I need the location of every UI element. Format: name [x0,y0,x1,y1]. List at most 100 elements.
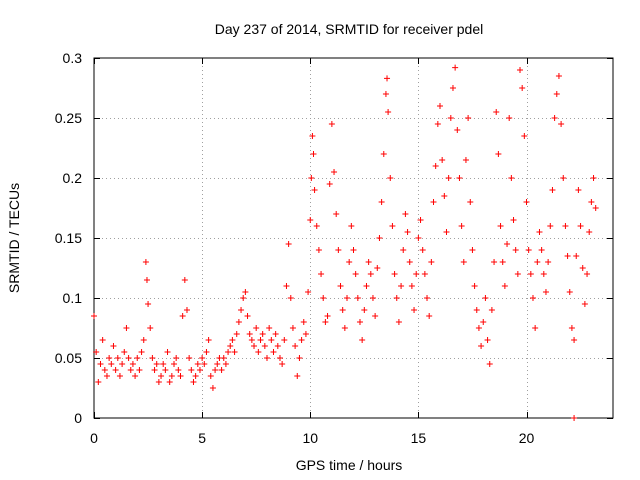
data-point [408,283,415,289]
data-point [367,271,374,277]
data-point [183,307,190,313]
data-point [264,355,270,361]
data-point [443,229,450,235]
data-point [101,367,108,373]
data-point [579,265,586,271]
data-point [300,319,307,325]
data-points [91,64,599,421]
data-point [382,91,389,97]
data-point [127,367,134,373]
data-point [142,259,149,265]
data-point [495,151,502,157]
data-point [389,223,396,229]
data-point [571,415,578,421]
data-point [188,367,195,373]
data-point [302,331,309,337]
data-point [348,223,355,229]
data-point [473,307,480,313]
data-point [266,325,273,331]
data-point [125,355,132,361]
x-tick-label: 20 [519,430,535,446]
data-point [482,295,489,301]
data-point [413,271,420,277]
data-point [465,115,472,121]
data-point [171,361,178,367]
x-axis-label: GPS time / hours [296,457,403,473]
data-point [132,373,139,379]
data-point [162,367,169,373]
data-point [588,199,595,205]
data-point [558,121,565,127]
data-point [441,193,448,199]
data-point [592,205,599,211]
y-tick-label: 0.3 [63,50,83,66]
data-point [328,121,335,127]
data-point [294,373,301,379]
data-point [270,349,277,355]
data-point [145,301,152,307]
data-point [251,343,258,349]
data-point [149,355,156,361]
data-point [287,295,294,301]
data-point [369,295,376,301]
data-point [240,295,247,301]
data-point [553,91,560,97]
data-point [136,367,143,373]
data-point [573,253,580,259]
data-point [564,253,571,259]
data-point [296,355,303,361]
data-point [220,355,227,361]
data-point [393,295,400,301]
data-point [201,361,208,367]
data-point [99,337,106,343]
data-point [207,373,214,379]
chart-title: Day 237 of 2014, SRMTID for receiver pde… [215,21,483,37]
data-point [309,133,316,139]
data-point [337,283,344,289]
data-point [529,295,536,301]
data-point [272,331,279,337]
data-point [575,187,582,193]
data-point [233,331,240,337]
data-point [181,277,188,283]
data-point [308,175,315,181]
x-tick-label: 15 [411,430,427,446]
data-point [95,379,102,385]
data-point [590,175,597,181]
data-point [571,337,578,343]
data-point [428,259,435,265]
data-point [261,343,268,349]
data-point [123,325,130,331]
data-point [586,229,593,235]
data-point [387,175,394,181]
y-tick-label: 0.15 [55,230,82,246]
data-point [214,361,221,367]
data-point [445,175,452,181]
data-point [248,337,255,343]
data-point [354,295,361,301]
data-point [175,367,182,373]
data-point [365,259,372,265]
data-point [356,319,363,325]
data-point [545,259,552,265]
data-point [378,199,385,205]
data-point [91,313,97,319]
x-tick-labels: 0 5 10 15 20 [90,430,534,446]
data-point [439,157,446,163]
data-point [192,373,199,379]
data-point [121,349,128,355]
data-point [255,349,262,355]
data-point [497,223,504,229]
data-point [491,259,498,265]
data-point [424,295,431,301]
data-point [110,343,117,349]
data-point [395,319,402,325]
data-point [134,355,141,361]
data-point [259,331,266,337]
data-point [404,229,411,235]
data-point [430,199,437,205]
data-point [341,325,348,331]
data-point [344,295,351,301]
data-point [361,307,368,313]
data-point [292,343,299,349]
